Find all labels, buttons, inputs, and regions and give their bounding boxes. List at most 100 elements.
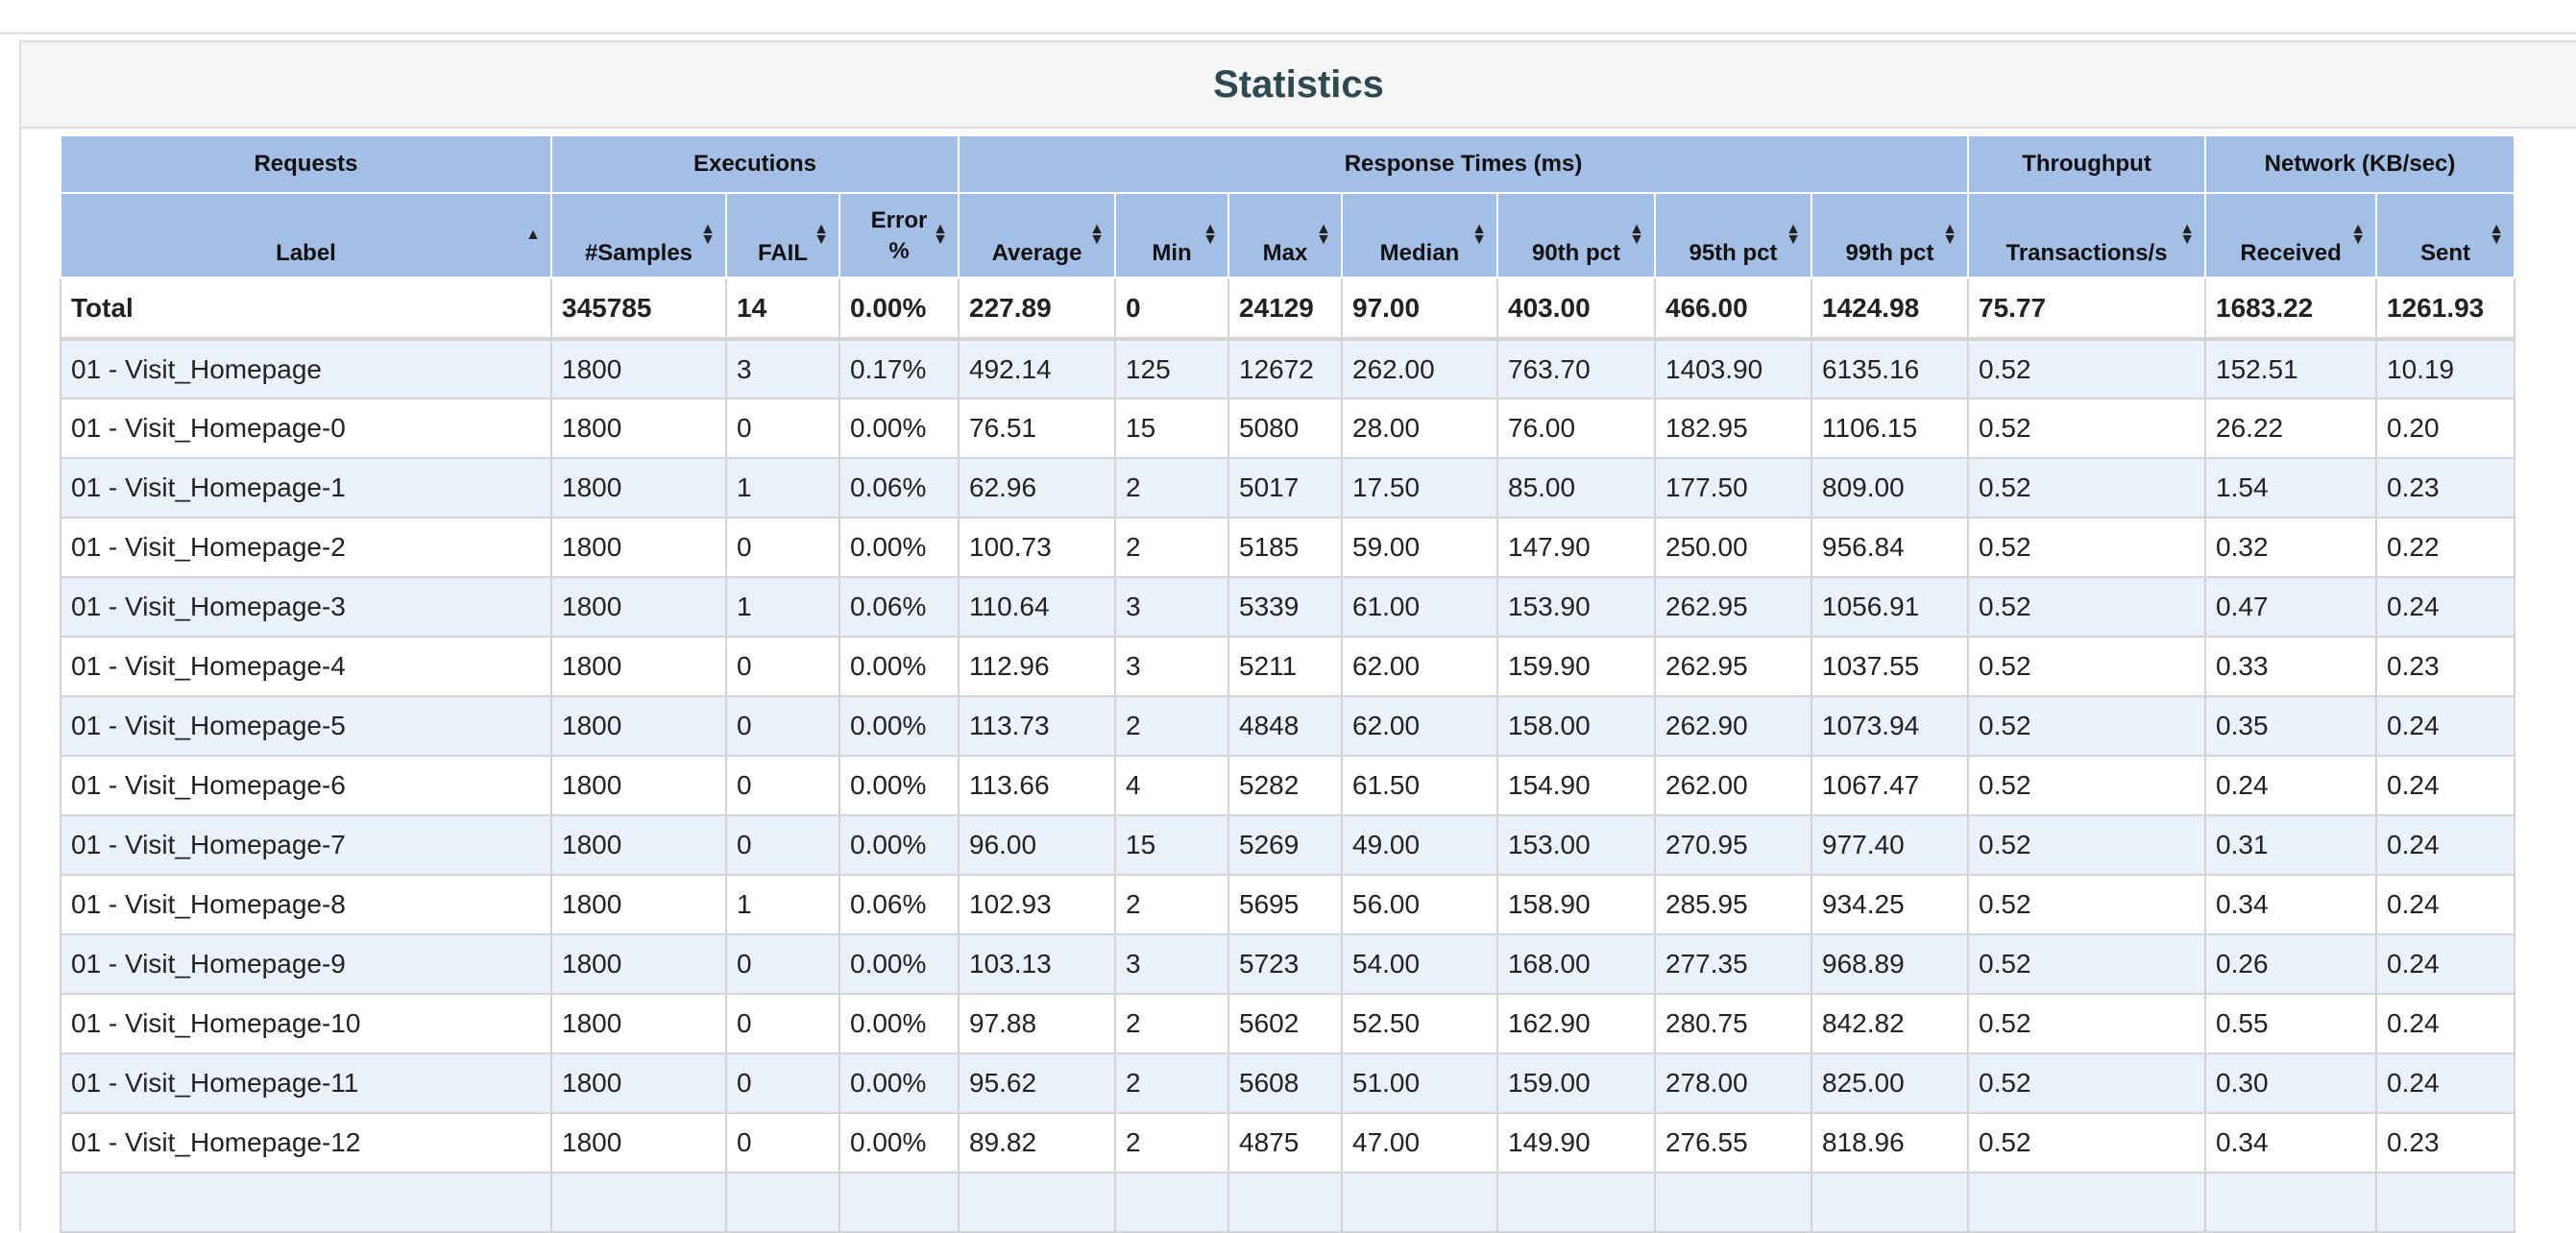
table-row: 01 - Visit_Homepage-5 1800 0 0.00% 113.73 2 48… xyxy=(60,695,2516,757)
cell-error_pct: 0.00% xyxy=(838,636,960,697)
table-row-partial xyxy=(60,1172,2516,1233)
column-header-label: Max xyxy=(1262,240,1308,266)
sort-both-icon[interactable]: ▲ ▼ xyxy=(814,221,829,248)
cell-error_pct: 0.00% xyxy=(838,695,960,757)
cell-empty xyxy=(2375,1172,2516,1233)
column-header-max[interactable]: Max ▲ ▼ xyxy=(1227,192,1343,278)
cell-median: 54.00 xyxy=(1341,933,1498,995)
cell-p99: 968.89 xyxy=(1810,933,1970,995)
cell-sent: 0.24 xyxy=(2375,993,2516,1054)
cell-label: Total xyxy=(60,277,552,341)
cell-empty xyxy=(60,1172,552,1233)
sort-both-icon[interactable]: ▲ ▼ xyxy=(1629,221,1644,248)
sort-both-icon[interactable]: ▲ ▼ xyxy=(700,221,716,248)
cell-tps: 0.52 xyxy=(1967,338,2207,399)
cell-p99: 809.00 xyxy=(1810,457,1970,519)
table-row: 01 - Visit_Homepage-4 1800 0 0.00% 112.96 3 52… xyxy=(60,636,2516,697)
cell-error_pct: 0.00% xyxy=(838,933,960,995)
column-header-error_pct[interactable]: Error % ▲ ▼ xyxy=(838,192,960,278)
cell-p90: 149.90 xyxy=(1496,1112,1656,1173)
cell-median: 62.00 xyxy=(1341,636,1498,697)
cell-fail: 1 xyxy=(725,576,840,638)
cell-p90: 159.00 xyxy=(1496,1052,1656,1114)
sort-both-icon[interactable]: ▲ ▼ xyxy=(933,221,948,248)
cell-sent: 0.24 xyxy=(2375,1052,2516,1114)
cell-sent: 0.22 xyxy=(2375,517,2516,578)
cell-label: 01 - Visit_Homepage-9 xyxy=(60,933,552,995)
column-header-sent[interactable]: Sent ▲ ▼ xyxy=(2375,192,2516,278)
header-group-executions: Executions xyxy=(550,134,960,194)
cell-p90: 763.70 xyxy=(1496,338,1656,399)
cell-p95: 262.00 xyxy=(1654,755,1812,816)
cell-average: 103.13 xyxy=(958,933,1116,995)
column-header-label[interactable]: Label ▲ xyxy=(60,192,552,278)
sort-both-icon[interactable]: ▲ ▼ xyxy=(1089,221,1105,248)
sort-both-icon[interactable]: ▲ ▼ xyxy=(1316,221,1331,248)
cell-sent: 1261.93 xyxy=(2375,277,2516,341)
cell-error_pct: 0.06% xyxy=(838,874,960,935)
cell-p95: 262.90 xyxy=(1654,695,1812,757)
cell-average: 100.73 xyxy=(958,517,1116,578)
sort-both-icon[interactable]: ▲ ▼ xyxy=(2350,221,2367,248)
cell-p90: 76.00 xyxy=(1496,398,1656,459)
table-row: 01 - Visit_Homepage-7 1800 0 0.00% 96.00 15 52… xyxy=(60,814,2516,876)
column-header-received[interactable]: Received ▲ ▼ xyxy=(2204,192,2378,278)
panel-heading: Statistics xyxy=(21,42,2576,129)
table-row: 01 - Visit_Homepage-3 1800 1 0.06% 110.64 3 53… xyxy=(60,576,2516,638)
cell-p95: 285.95 xyxy=(1654,874,1812,935)
column-header-p95[interactable]: 95th pct ▲ ▼ xyxy=(1654,192,1812,278)
cell-sent: 0.24 xyxy=(2375,755,2516,816)
cell-label: 01 - Visit_Homepage-0 xyxy=(60,398,552,459)
column-header-fail[interactable]: FAIL ▲ ▼ xyxy=(725,192,840,278)
cell-fail: 14 xyxy=(725,277,840,341)
cell-p95: 182.95 xyxy=(1654,398,1812,459)
cell-min: 0 xyxy=(1114,277,1229,341)
sort-both-icon[interactable]: ▲ ▼ xyxy=(1786,221,1801,248)
cell-fail: 1 xyxy=(725,874,840,935)
sort-both-icon[interactable]: ▲ ▼ xyxy=(1471,221,1487,248)
sort-both-icon[interactable]: ▲ ▼ xyxy=(2489,221,2505,248)
cell-error_pct: 0.06% xyxy=(838,576,960,638)
column-header-min[interactable]: Min ▲ ▼ xyxy=(1114,192,1229,278)
cell-error_pct: 0.00% xyxy=(838,398,960,459)
cell-p90: 153.00 xyxy=(1496,814,1656,876)
cell-average: 113.66 xyxy=(958,755,1116,816)
column-header-label: Sent xyxy=(2420,240,2471,266)
cell-label: 01 - Visit_Homepage-3 xyxy=(60,576,552,638)
sort-both-icon[interactable]: ▲ ▼ xyxy=(1942,221,1958,248)
cell-p95: 250.00 xyxy=(1654,517,1812,578)
cell-error_pct: 0.17% xyxy=(838,338,960,399)
cell-average: 227.89 xyxy=(958,277,1116,341)
cell-fail: 0 xyxy=(725,755,840,816)
cell-received: 0.32 xyxy=(2204,517,2378,578)
cell-p95: 177.50 xyxy=(1654,457,1812,519)
sort-both-icon[interactable]: ▲ ▼ xyxy=(2179,221,2196,248)
cell-min: 2 xyxy=(1114,517,1229,578)
cell-fail: 0 xyxy=(725,993,840,1054)
sort-both-icon[interactable]: ▲ ▼ xyxy=(1203,221,1218,248)
cell-label: 01 - Visit_Homepage-8 xyxy=(60,874,552,935)
cell-p99: 1067.47 xyxy=(1810,755,1970,816)
cell-max: 5723 xyxy=(1227,933,1343,995)
column-header-tps[interactable]: Transactions/s ▲ ▼ xyxy=(1967,192,2207,278)
column-header-average[interactable]: Average ▲ ▼ xyxy=(958,192,1116,278)
cell-received: 1683.22 xyxy=(2204,277,2378,341)
column-header-label: 90th pct xyxy=(1531,240,1620,266)
column-header-median[interactable]: Median ▲ ▼ xyxy=(1341,192,1498,278)
sort-ascending-icon[interactable]: ▲ xyxy=(525,227,541,243)
column-header-p90[interactable]: 90th pct ▲ ▼ xyxy=(1496,192,1656,278)
cell-p90: 158.00 xyxy=(1496,695,1656,757)
cell-received: 26.22 xyxy=(2204,398,2378,459)
cell-received: 152.51 xyxy=(2204,338,2378,399)
column-header-label: Average xyxy=(991,240,1082,266)
cell-label: 01 - Visit_Homepage-2 xyxy=(60,517,552,578)
cell-max: 5339 xyxy=(1227,576,1343,638)
cell-label: 01 - Visit_Homepage-11 xyxy=(60,1052,552,1114)
cell-tps: 0.52 xyxy=(1967,814,2207,876)
column-header-samples[interactable]: #Samples ▲ ▼ xyxy=(550,192,727,278)
cell-sent: 0.24 xyxy=(2375,576,2516,638)
cell-p90: 153.90 xyxy=(1496,576,1656,638)
column-header-p99[interactable]: 99th pct ▲ ▼ xyxy=(1810,192,1970,278)
cell-p95: 466.00 xyxy=(1654,277,1812,341)
cell-fail: 0 xyxy=(725,517,840,578)
